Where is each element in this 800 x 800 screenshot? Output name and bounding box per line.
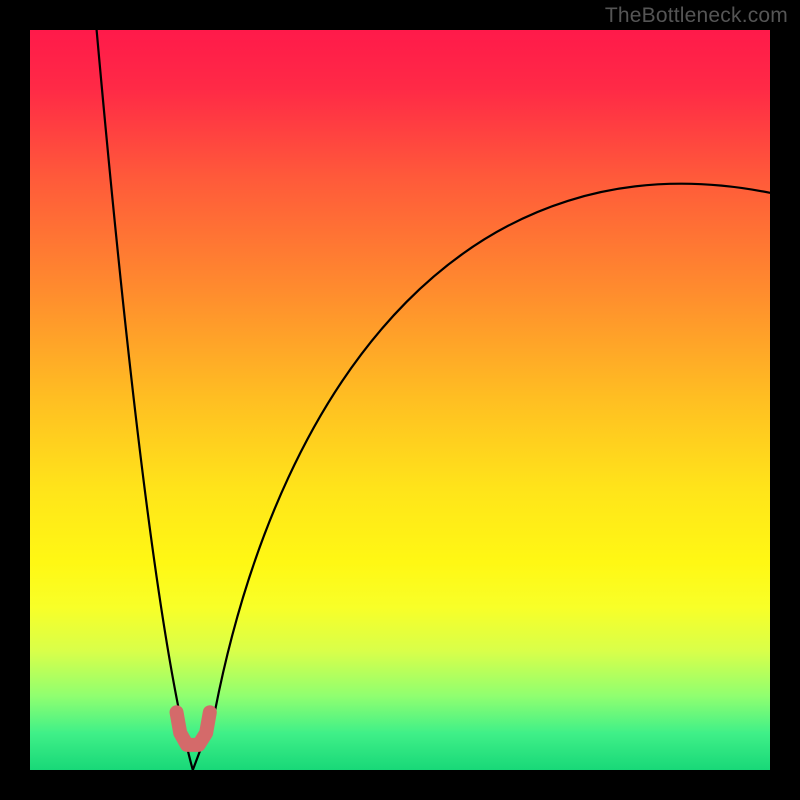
watermark-text: TheBottleneck.com	[605, 4, 788, 28]
frame-border	[770, 30, 800, 770]
plot-background	[30, 30, 770, 770]
bottleneck-chart	[0, 0, 800, 800]
frame-border	[0, 30, 30, 770]
chart-container: TheBottleneck.com	[0, 0, 800, 800]
frame-border	[0, 770, 800, 800]
